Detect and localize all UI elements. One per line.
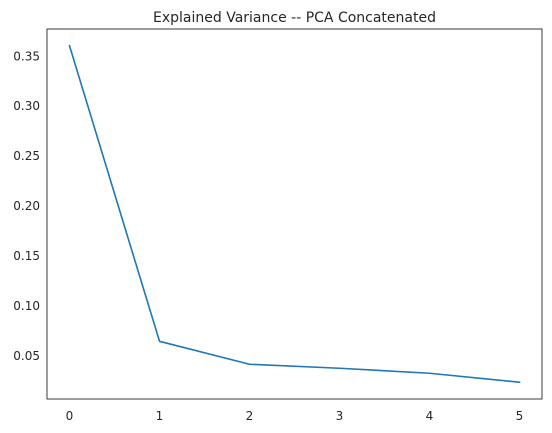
x-tick-label: 2 <box>246 409 254 423</box>
plot-area <box>68 44 521 384</box>
y-axis: 0.05 0.10 0.15 0.20 0.25 0.30 0.35 <box>13 49 40 363</box>
y-tick-label: 0.05 <box>13 349 40 363</box>
chart-title: Explained Variance -- PCA Concatenated <box>153 10 436 26</box>
x-axis: 0 1 2 3 4 5 <box>66 409 524 423</box>
x-tick-label: 0 <box>66 409 74 423</box>
y-tick-label: 0.15 <box>13 249 40 263</box>
series-line <box>68 44 521 384</box>
x-tick-label: 5 <box>516 409 524 423</box>
y-tick-label: 0.20 <box>13 199 40 213</box>
y-tick-label: 0.35 <box>13 49 40 63</box>
x-tick-label: 4 <box>426 409 434 423</box>
y-tick-label: 0.10 <box>13 299 40 313</box>
axes-frame <box>46 28 543 400</box>
x-tick-label: 3 <box>336 409 344 423</box>
y-tick-label: 0.30 <box>13 99 40 113</box>
x-tick-label: 1 <box>156 409 164 423</box>
y-tick-label: 0.25 <box>13 149 40 163</box>
